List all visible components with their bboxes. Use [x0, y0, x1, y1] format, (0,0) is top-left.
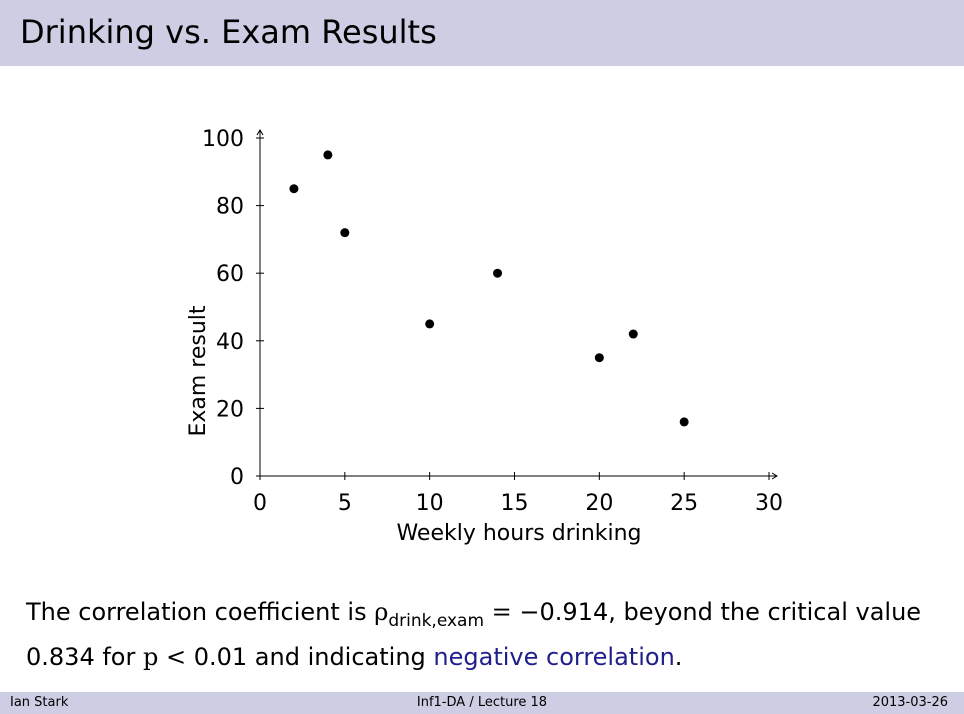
chart-ticks: 0 5 10 15 20 25 30 0 20 40 60 80 100 — [202, 127, 783, 516]
data-point — [493, 268, 503, 278]
p-symbol: p — [142, 643, 159, 671]
caption-end: . — [674, 643, 683, 671]
equals-sign: = — [484, 598, 520, 626]
x-tick-label: 20 — [585, 491, 613, 516]
p-value: 0.01 — [193, 643, 248, 671]
chart-axes — [256, 129, 778, 480]
data-point — [594, 353, 604, 363]
caption-text-2: , beyond the critical value 0.834 for — [26, 598, 922, 671]
y-tick-label: 100 — [202, 127, 244, 152]
caption-text-3: and indicating — [247, 643, 434, 671]
x-tick-label: 25 — [670, 491, 698, 516]
x-tick-label: 5 — [338, 491, 352, 516]
negative-correlation-link: negative correlation — [433, 643, 675, 671]
rho-symbol: ρ — [374, 598, 389, 626]
title-bar: Drinking vs. Exam Results — [0, 0, 964, 66]
x-tick-label: 0 — [253, 491, 267, 516]
less-than-sign: < — [158, 643, 194, 671]
footer: Ian Stark Inf1-DA / Lecture 18 2013-03-2… — [0, 692, 964, 714]
data-point — [340, 228, 350, 238]
x-tick-label: 30 — [755, 491, 783, 516]
y-axis-arrow — [256, 129, 264, 136]
x-tick-label: 10 — [416, 491, 444, 516]
data-point — [628, 329, 638, 339]
data-point — [323, 150, 333, 160]
y-tick-label: 60 — [216, 262, 244, 287]
data-point — [425, 319, 435, 329]
data-point — [289, 184, 299, 194]
data-point — [679, 417, 689, 427]
correlation-value: −0.914 — [519, 598, 609, 626]
rho-subscript: drink,exam — [388, 611, 485, 631]
y-tick-label: 80 — [216, 195, 244, 220]
footer-date: 2013-03-26 — [872, 695, 948, 710]
y-axis-label: Exam result — [186, 305, 211, 436]
footer-author: Ian Stark — [10, 695, 69, 710]
x-tick-label: 15 — [501, 491, 529, 516]
scatter-chart: 0 5 10 15 20 25 30 0 20 40 60 80 100 Weekly hours dr… — [186, 127, 783, 546]
caption-text-1: The correlation coefficient is — [26, 598, 375, 626]
y-tick-label: 0 — [230, 465, 244, 490]
y-tick-label: 40 — [216, 330, 244, 355]
chart-points — [289, 150, 689, 427]
x-axis-arrow — [771, 472, 778, 480]
y-tick-label: 20 — [216, 397, 244, 422]
caption: The correlation coefficient is ρdrink,ex… — [26, 594, 946, 675]
footer-course: Inf1-DA / Lecture 18 — [416, 695, 548, 710]
slide-title: Drinking vs. Exam Results — [20, 13, 437, 51]
x-axis-label: Weekly hours drinking — [396, 521, 641, 546]
